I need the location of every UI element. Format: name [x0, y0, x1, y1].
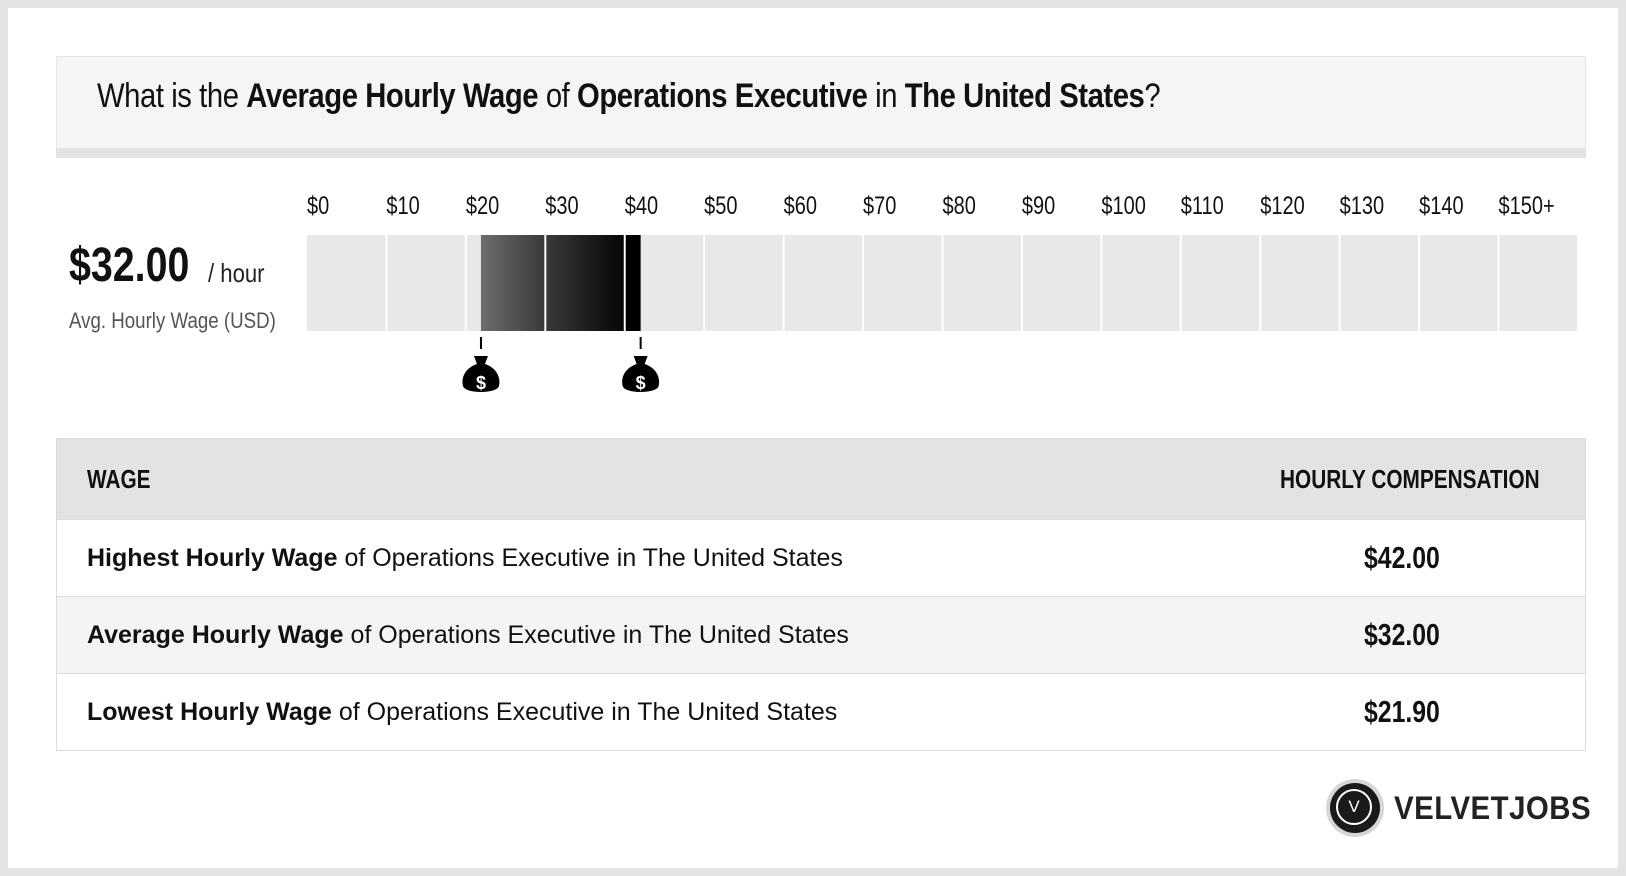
- tick-label: $150+: [1499, 192, 1555, 220]
- title-box: What is the Average Hourly Wage of Opera…: [56, 56, 1586, 158]
- title-job: Operations Executive: [577, 77, 868, 115]
- row-label: Lowest Hourly Wage of Operations Executi…: [87, 698, 838, 726]
- scale-cell: [864, 235, 942, 331]
- tick-label: $120: [1260, 192, 1304, 220]
- average-wage-value: $32.00: [69, 239, 190, 292]
- tick-label: $90: [1022, 192, 1055, 220]
- svg-text:$: $: [476, 373, 486, 393]
- scale-cell: [387, 235, 465, 331]
- scale-cell: [1181, 235, 1260, 331]
- tick-label: $10: [386, 192, 419, 220]
- tick-label: $130: [1340, 192, 1384, 220]
- tick-label: $80: [943, 192, 976, 220]
- range-bar-segment: [546, 235, 624, 331]
- wage-scale-chart: $0 $10 $20 $30 $40 $50 $60 $70 $80 $90 $100 $110 $12…: [307, 192, 1577, 393]
- scale-cell: [1261, 235, 1339, 331]
- title-location: The United States: [904, 77, 1145, 115]
- table-row-average: Average Hourly Wage of Operations Execut…: [57, 596, 1585, 673]
- tick-label: $60: [784, 192, 817, 220]
- scale-cell: [943, 235, 1021, 331]
- svg-text:$: $: [636, 373, 646, 393]
- table-row-highest: Highest Hourly Wage of Operations Execut…: [57, 519, 1585, 596]
- row-value: $42.00: [1364, 540, 1440, 575]
- scale-cell: [705, 235, 783, 331]
- average-wage-caption: Avg. Hourly Wage (USD): [69, 308, 276, 333]
- tick-label: $30: [545, 192, 578, 220]
- tick-label: $0: [307, 192, 329, 220]
- range-bar-segment: [480, 235, 545, 331]
- wage-table: WAGE HOURLY COMPENSATION Highest Hourly …: [56, 438, 1586, 751]
- scale-cell: [1022, 235, 1101, 331]
- scale-cell: [1499, 235, 1577, 331]
- row-label: Average Hourly Wage of Operations Execut…: [87, 621, 849, 649]
- tick-label: $50: [704, 192, 737, 220]
- title-metric: Average Hourly Wage: [246, 77, 539, 115]
- money-bag-icon: $: [622, 337, 660, 393]
- brand: V VELVETJOBS: [1330, 783, 1608, 833]
- tick-label: $70: [863, 192, 896, 220]
- header-hourly-compensation: HOURLY COMPENSATION: [1280, 464, 1540, 494]
- range-bar-segment: [625, 235, 641, 331]
- row-value: $32.00: [1364, 617, 1440, 652]
- scale-cell: [1420, 235, 1498, 331]
- header-wage: WAGE: [87, 464, 151, 494]
- money-bag-icon: $: [462, 337, 500, 393]
- tick-label: $110: [1181, 192, 1224, 220]
- scale-cell: [1340, 235, 1419, 331]
- velvetjobs-logo-icon: V: [1330, 783, 1380, 833]
- tick-label: $100: [1101, 192, 1145, 220]
- tick-label: $20: [466, 192, 499, 220]
- table-header: WAGE HOURLY COMPENSATION: [57, 439, 1585, 519]
- scale-cell: [307, 235, 386, 331]
- scale-cell: [1102, 235, 1180, 331]
- tick-label: $40: [625, 192, 658, 220]
- tick-label: $140: [1419, 192, 1463, 220]
- row-label: Highest Hourly Wage of Operations Execut…: [87, 544, 843, 572]
- row-value: $21.90: [1364, 694, 1440, 729]
- table-row-lowest: Lowest Hourly Wage of Operations Executi…: [57, 673, 1585, 750]
- scale-cell: [784, 235, 863, 331]
- page-title: What is the Average Hourly Wage of Opera…: [97, 77, 1161, 115]
- brand-name: VELVETJOBS: [1394, 789, 1592, 826]
- average-wage-unit: / hour: [208, 258, 265, 288]
